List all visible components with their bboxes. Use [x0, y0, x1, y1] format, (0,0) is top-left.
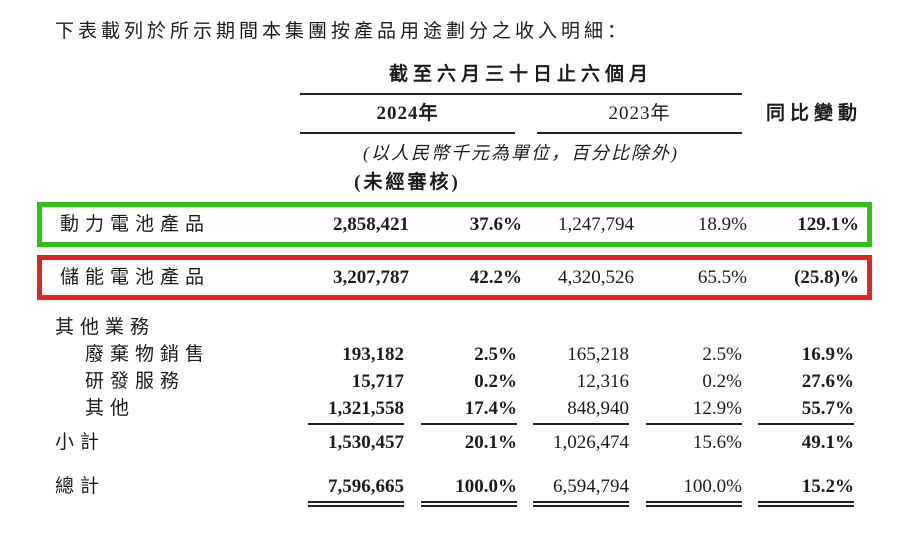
- column-header-2023: 2023年: [537, 95, 742, 134]
- audit-note: (未經審核): [354, 172, 461, 193]
- cell-2024-pct: 42.2%: [469, 267, 522, 288]
- cell-2024-pct: 37.6%: [469, 214, 522, 235]
- table-row-other-business: 其他業務: [37, 314, 872, 341]
- cell-2024-amount: 7,596,665: [308, 473, 404, 507]
- cell-2023-amount: 12,316: [576, 371, 629, 392]
- table-row-subtotal: 小計 1,530,457 20.1% 1,026,474 15.6% 49.1%: [37, 429, 872, 456]
- column-gap: [515, 95, 537, 134]
- cell-yoy: 27.6%: [801, 371, 854, 392]
- row-label: 廢棄物銷售: [85, 344, 211, 365]
- row-label: 其他: [85, 398, 136, 419]
- row-label: 小計: [55, 432, 106, 453]
- cell-2024-pct: 20.1%: [464, 432, 517, 453]
- unit-note: (以人民幣千元為單位，百分比除外): [363, 143, 679, 163]
- cell-yoy: 129.1%: [797, 214, 859, 235]
- cell-2023-pct: 15.6%: [692, 432, 742, 453]
- cell-2024-amount: 2,858,421: [333, 214, 409, 235]
- cell-yoy: 16.9%: [801, 344, 854, 365]
- cell-yoy: 15.2%: [758, 473, 854, 507]
- cell-2023-amount: 165,218: [567, 344, 629, 365]
- row-label: 儲能電池產品: [60, 267, 211, 288]
- cell-yoy: 55.7%: [758, 395, 854, 425]
- cell-2023-pct: 0.2%: [702, 371, 742, 392]
- cell-2024-amount: 193,182: [342, 344, 404, 365]
- table-row-rd-services: 研發服務 15,717 0.2% 12,316 0.2% 27.6%: [37, 368, 872, 395]
- column-header-2024: 2024年: [300, 95, 515, 134]
- cell-2023-amount: 1,026,474: [553, 432, 629, 453]
- cell-2024-amount: 1,321,558: [308, 395, 404, 425]
- cell-2024-pct: 100.0%: [421, 473, 517, 507]
- highlight-box-energy-storage: 儲能電池產品 3,207,787 42.2% 4,320,526 65.5% (…: [37, 255, 872, 300]
- period-span-header: 截至六月三十日止六個月: [300, 62, 742, 95]
- cell-2024-pct: 0.2%: [474, 371, 517, 392]
- cell-2023-amount: 6,594,794: [533, 473, 629, 507]
- cell-yoy: 49.1%: [801, 432, 854, 453]
- cell-2023-amount: 4,320,526: [558, 267, 634, 288]
- cell-2023-amount: 1,247,794: [558, 214, 634, 235]
- cell-2023-pct: 2.5%: [702, 344, 742, 365]
- cell-2023-pct: 18.9%: [697, 214, 747, 235]
- cell-2023-pct: 12.9%: [646, 395, 742, 425]
- row-label: 其他業務: [55, 317, 156, 338]
- row-label: 動力電池產品: [60, 214, 211, 235]
- cell-2024-pct: 17.4%: [421, 395, 517, 425]
- table-row-energy-storage: 儲能電池產品 3,207,787 42.2% 4,320,526 65.5% (…: [42, 264, 867, 291]
- page-title: 下表載列於所示期間本集團按產品用途劃分之收入明細：: [55, 21, 631, 42]
- cell-2024-amount: 1,530,457: [328, 432, 404, 453]
- year-header-row: 2024年 2023年 同比變動: [300, 95, 872, 134]
- table-row-total: 總計 7,596,665 100.0% 6,594,794 100.0% 15.…: [37, 473, 872, 507]
- highlight-box-power-battery: 動力電池產品 2,858,421 37.6% 1,247,794 18.9% 1…: [37, 202, 872, 247]
- row-label: 研發服務: [85, 371, 186, 392]
- cell-2024-amount: 3,207,787: [333, 267, 409, 288]
- table-row-waste-sales: 廢棄物銷售 193,182 2.5% 165,218 2.5% 16.9%: [37, 341, 872, 368]
- column-header-yoy: 同比變動: [765, 103, 862, 124]
- cell-yoy: (25.8)%: [794, 267, 859, 288]
- revenue-breakdown-table: 截至六月三十日止六個月 2024年 2023年 同比變動 (以人民幣千元為單位，…: [37, 62, 872, 507]
- cell-2023-pct: 65.5%: [697, 267, 747, 288]
- cell-2024-pct: 2.5%: [474, 344, 517, 365]
- cell-2024-amount: 15,717: [351, 371, 404, 392]
- table-row-power-battery: 動力電池產品 2,858,421 37.6% 1,247,794 18.9% 1…: [42, 211, 867, 238]
- table-row-others: 其他 1,321,558 17.4% 848,940 12.9% 55.7%: [37, 395, 872, 425]
- cell-2023-amount: 848,940: [533, 395, 629, 425]
- cell-2023-pct: 100.0%: [646, 473, 742, 507]
- row-label: 總計: [55, 476, 106, 497]
